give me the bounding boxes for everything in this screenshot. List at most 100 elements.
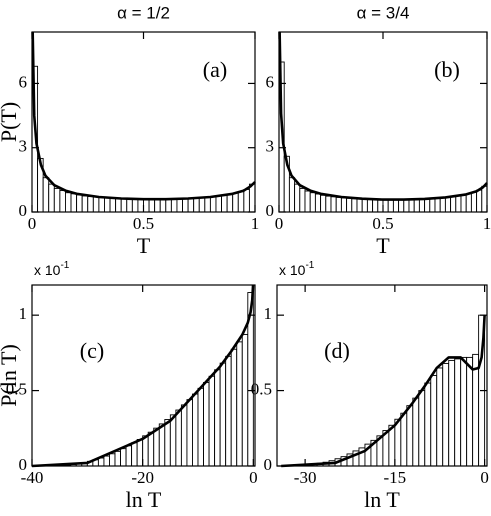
histogram-bar (209, 196, 217, 213)
x-axis-label: ln T (126, 487, 162, 512)
histogram-bar (392, 199, 400, 213)
histogram-bar (87, 196, 94, 213)
fit-curve (31, 284, 255, 468)
y-axis-label: P(T) (0, 102, 21, 142)
histogram-bar (131, 198, 139, 213)
histogram-bar (164, 419, 171, 467)
histogram-bar (76, 194, 83, 213)
histogram-bar (137, 198, 144, 213)
histogram-bar (388, 424, 396, 467)
histogram-bar (413, 198, 420, 213)
histogram-bar (372, 199, 379, 213)
axis-scale: x 10-1 (34, 260, 70, 278)
histogram-bar (382, 199, 389, 213)
plot-frame (276, 284, 488, 467)
histogram-bar (232, 192, 239, 213)
x-axis-label: T (137, 233, 151, 258)
histogram-bar (434, 197, 441, 213)
histogram-bar (153, 427, 160, 467)
histogram-bar (226, 193, 234, 213)
histogram-bar (158, 423, 166, 467)
histogram-bar (366, 198, 374, 213)
histogram-bar (169, 414, 177, 467)
y-tick-label: 6 (266, 72, 275, 91)
histogram-bar (442, 362, 450, 467)
histogram-bar (230, 348, 238, 467)
histogram-bar (288, 177, 296, 213)
histogram-bar (143, 198, 150, 213)
histogram-bar (125, 445, 133, 467)
histogram-bar (131, 442, 138, 467)
histogram-bar (454, 358, 462, 467)
x-tick-label: -15 (384, 468, 407, 487)
y-tick-label: 0 (19, 455, 28, 474)
histogram-bar (148, 198, 156, 213)
histogram-bar (439, 196, 446, 213)
histogram-bar (448, 359, 456, 467)
histogram-bar (436, 367, 444, 467)
histogram-bar (104, 197, 111, 213)
histogram-bar (429, 197, 436, 213)
histogram-bar (115, 198, 122, 213)
histogram-bar (346, 197, 353, 213)
histogram-bar (418, 198, 426, 213)
panel-title: α = 3/4 (357, 3, 410, 22)
histogram-bar (460, 356, 468, 467)
histogram-bar (103, 455, 110, 467)
y-tick-label: 6 (19, 72, 28, 91)
histogram-bar (154, 198, 161, 213)
histogram-bar (299, 187, 306, 213)
panel-label: (b) (434, 57, 460, 82)
histogram-bar (430, 375, 438, 467)
histogram-bar (159, 198, 167, 213)
fit-curve (278, 31, 488, 201)
histogram-bar (193, 197, 200, 213)
axis-scale-base: x 10 (34, 262, 61, 278)
histogram-bar (98, 196, 105, 213)
x-tick-label: 0.5 (133, 214, 154, 233)
y-tick-label: 1 (264, 304, 273, 323)
histogram-bar (243, 189, 250, 213)
histogram-bar (176, 198, 183, 213)
histogram-bar (219, 362, 227, 467)
y-axis-label: P(ln T) (0, 344, 21, 407)
histogram-bar (340, 197, 348, 213)
histogram-bar (236, 341, 243, 467)
histogram-bar (114, 450, 121, 467)
histogram-bar (215, 195, 223, 213)
histogram-bar (394, 418, 402, 467)
histogram-bar (330, 196, 337, 213)
histogram-bar (476, 189, 483, 213)
histogram-bar (460, 194, 467, 213)
histogram-bar (221, 194, 228, 213)
histogram-bar (450, 196, 457, 213)
panel-label: (d) (324, 338, 350, 363)
y-tick-label: 0.5 (251, 379, 272, 398)
histogram-bar (203, 381, 210, 467)
histogram-bar (470, 191, 478, 213)
histogram-bar (400, 412, 408, 467)
histogram-bar (170, 198, 178, 213)
histogram-bar (403, 198, 410, 213)
histogram-bar (92, 196, 100, 213)
y-tick-label: 0 (19, 201, 28, 220)
histogram-bar (208, 375, 216, 467)
plot-frame (31, 284, 256, 467)
histogram-bar (147, 431, 155, 467)
y-tick-label: 0.5 (6, 379, 27, 398)
axis-scale-exponent: -1 (60, 260, 69, 271)
histogram-bar (53, 187, 61, 213)
histogram-bar (472, 353, 480, 467)
x-tick-label: 0 (28, 214, 37, 233)
histogram-bar (481, 185, 488, 213)
fit-curve (281, 315, 486, 468)
histogram-bar (335, 196, 342, 213)
histogram-bar (248, 183, 256, 213)
y-tick-label: 0 (266, 201, 275, 220)
panel-label: (c) (80, 338, 104, 363)
histogram-bar (120, 448, 127, 467)
histogram-bar (387, 199, 394, 213)
histogram-bar (351, 198, 358, 213)
histogram-bar (192, 393, 199, 467)
histogram-bar (42, 177, 50, 213)
